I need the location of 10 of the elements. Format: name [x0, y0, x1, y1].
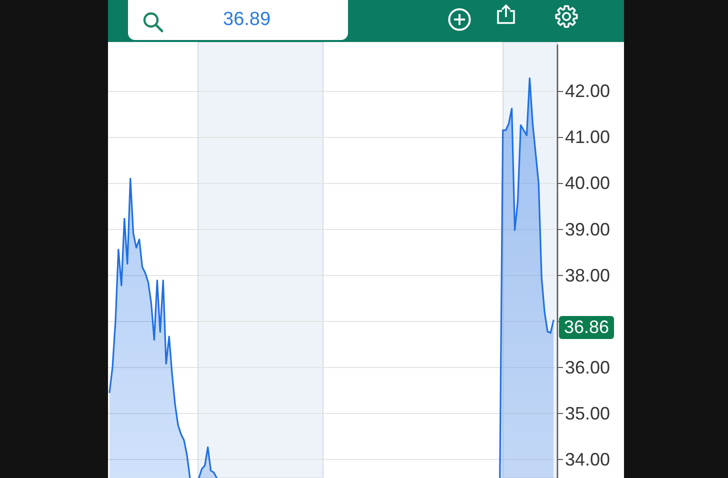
text: 36.86	[559, 316, 614, 340]
y-tick-label: 38.00	[565, 265, 610, 286]
y-tick-label: 36.00	[565, 357, 610, 378]
y-tick-label: 35.00	[565, 404, 610, 424]
y-tick-label: 40.00	[565, 173, 610, 194]
y-tick-label: 39.00	[565, 219, 610, 240]
y-tick-label: 34.00	[565, 450, 610, 470]
text: 36.89	[223, 9, 271, 31]
y-tick-label: 41.00	[565, 127, 610, 148]
y-tick-label: 42.00	[565, 81, 610, 102]
